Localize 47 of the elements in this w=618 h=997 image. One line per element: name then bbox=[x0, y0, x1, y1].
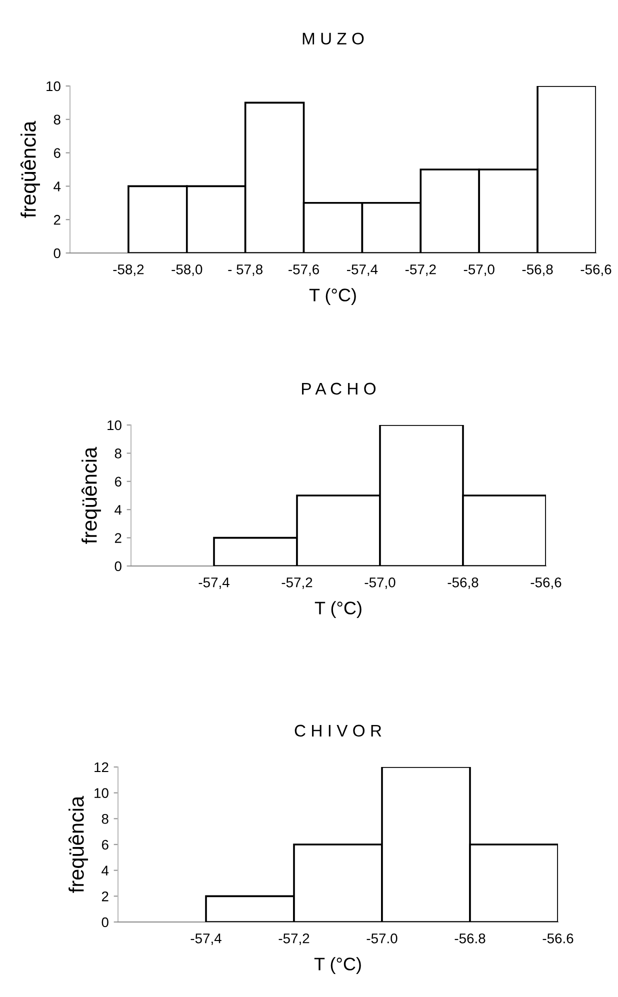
y-tick-label: 8 bbox=[114, 448, 122, 458]
y-tick-label: 6 bbox=[114, 476, 122, 487]
y-tick-label: 2 bbox=[114, 533, 122, 543]
y-tick-label: 8 bbox=[102, 814, 108, 824]
chart-title: M U Z O bbox=[302, 32, 364, 44]
x-tick-label: -57,4 bbox=[198, 578, 230, 589]
x-tick-label: -58,2 bbox=[113, 264, 144, 276]
x-tick-label: -57,4 bbox=[347, 264, 378, 276]
x-tick-label: -57,2 bbox=[282, 577, 312, 589]
chart-title: C H I V O R bbox=[294, 724, 382, 737]
y-tick-label: 4 bbox=[54, 182, 61, 192]
x-tick-label: -56,8 bbox=[522, 264, 553, 276]
y-tick-label: 6 bbox=[102, 840, 108, 850]
x-tick-label: -57.0 bbox=[366, 933, 398, 944]
x-axis-title: T (°C) bbox=[314, 957, 361, 974]
y-tick-label: 10 bbox=[46, 81, 60, 92]
y-axis-title: freqüência bbox=[81, 446, 101, 544]
y-tick-label: 10 bbox=[94, 788, 108, 798]
x-axis-title: T (°C) bbox=[309, 288, 356, 305]
y-tick-label: 4 bbox=[102, 866, 109, 876]
x-tick-label: - 57,8 bbox=[228, 264, 262, 276]
y-tick-label: 12 bbox=[94, 762, 108, 772]
y-tick-label: 0 bbox=[102, 917, 108, 928]
y-tick-label: 4 bbox=[114, 505, 122, 515]
y-tick-label: 8 bbox=[54, 114, 60, 125]
y-tick-label: 0 bbox=[114, 561, 122, 572]
x-tick-label: -57,0 bbox=[364, 577, 396, 589]
x-tick-label: -57,2 bbox=[405, 264, 436, 276]
x-tick-label: -56,8 bbox=[448, 577, 478, 589]
x-tick-label: -57,0 bbox=[464, 264, 494, 276]
x-tick-label: -56,6 bbox=[580, 264, 612, 276]
y-tick-label: 2 bbox=[54, 214, 60, 225]
y-tick-label: 10 bbox=[108, 420, 122, 430]
y-tick-label: 2 bbox=[102, 892, 108, 902]
x-tick-label: -56.8 bbox=[454, 933, 486, 944]
x-tick-label: -56.6 bbox=[542, 933, 574, 944]
x-tick-label: -57,4 bbox=[190, 934, 222, 945]
x-tick-label: -58,0 bbox=[172, 264, 202, 276]
chart-title: P A C H O bbox=[302, 382, 376, 395]
y-tick-label: 6 bbox=[54, 148, 60, 158]
x-tick-label: -57,6 bbox=[288, 264, 319, 276]
y-tick-label: 0 bbox=[54, 248, 60, 258]
x-tick-label: -56,6 bbox=[530, 577, 562, 589]
x-tick-label: -57,2 bbox=[278, 933, 310, 945]
y-axis-title: freqüência bbox=[20, 120, 40, 218]
x-axis-title: T (°C) bbox=[314, 601, 362, 618]
y-axis-title: freqüência bbox=[68, 796, 88, 893]
